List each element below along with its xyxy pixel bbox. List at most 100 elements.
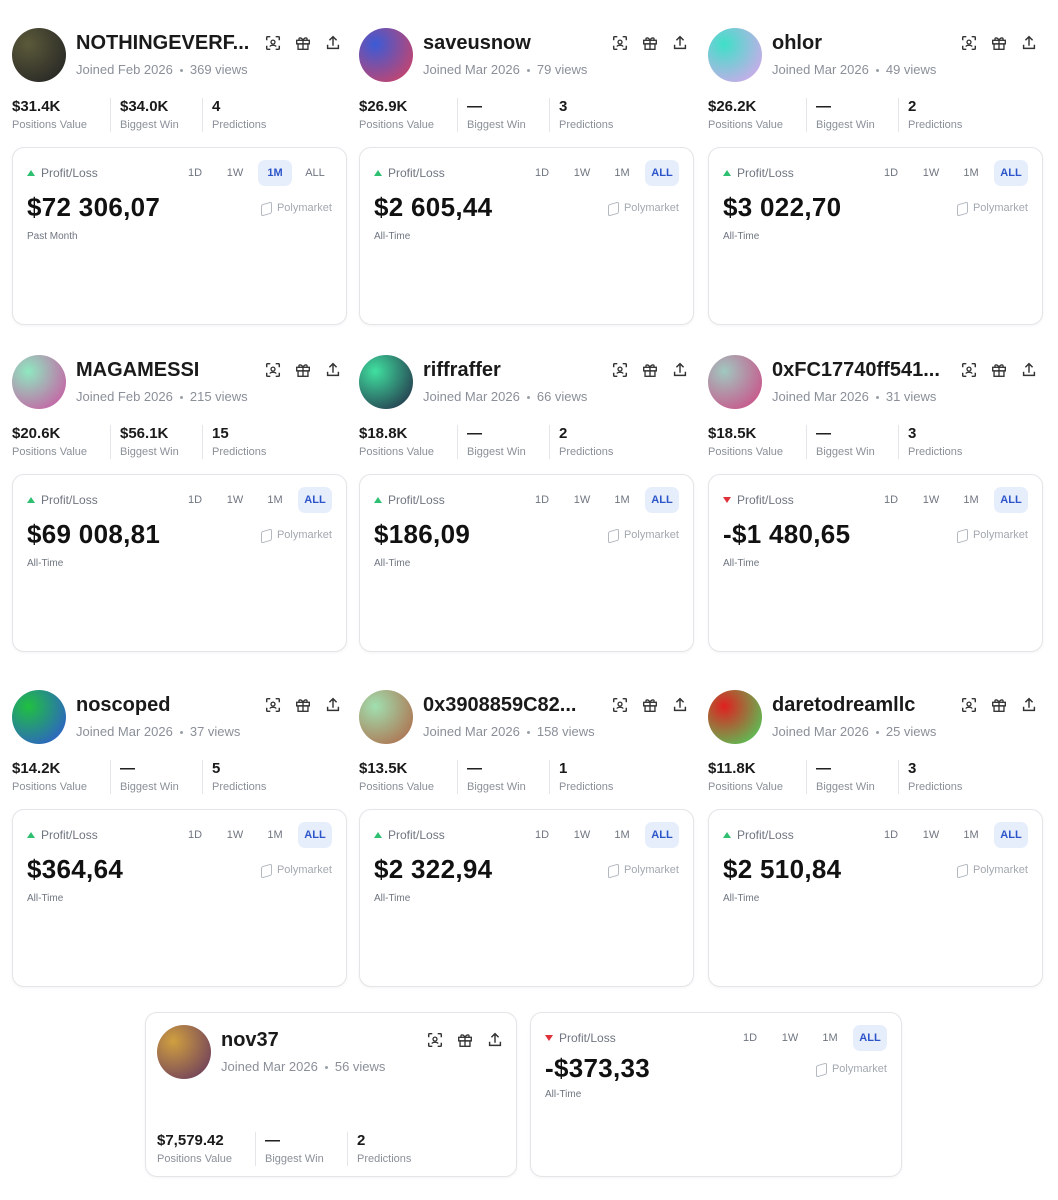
period-tab[interactable]: 1M xyxy=(963,494,979,506)
period-tab[interactable]: 1W xyxy=(573,167,591,179)
gift-button[interactable] xyxy=(990,361,1008,379)
period-tab[interactable]: ALL xyxy=(853,1025,887,1051)
gift-button[interactable] xyxy=(294,361,312,379)
brand-logo xyxy=(815,1062,827,1078)
period-tab[interactable]: 1W xyxy=(922,829,940,841)
stat-value: $14.2K xyxy=(12,760,61,777)
share-button[interactable] xyxy=(324,361,342,379)
scan-button[interactable] xyxy=(264,696,282,714)
period-tab[interactable]: 1M xyxy=(614,167,630,179)
stat-value: $31.4K xyxy=(12,98,61,115)
period-tab[interactable]: 1W xyxy=(226,167,244,179)
period-tab[interactable]: 1M xyxy=(822,1032,838,1044)
scan-button[interactable] xyxy=(264,34,282,52)
period-tab[interactable]: ALL xyxy=(994,487,1028,513)
pnl-amount: -$1 480,65 xyxy=(723,519,851,549)
stat-label: Biggest Win xyxy=(120,119,179,131)
gift-button[interactable] xyxy=(990,696,1008,714)
scan-button[interactable] xyxy=(611,696,629,714)
period-tab[interactable]: 1D xyxy=(534,829,550,841)
share-button[interactable] xyxy=(1020,34,1038,52)
pnl-label: Profit/Loss xyxy=(41,166,98,180)
period-tab[interactable]: 1M xyxy=(614,829,630,841)
gift-button[interactable] xyxy=(641,696,659,714)
stat-label: Biggest Win xyxy=(816,119,875,131)
pnl-period: All-Time xyxy=(374,558,411,569)
gift-button[interactable] xyxy=(456,1031,474,1049)
trend-indicator xyxy=(723,832,731,838)
period-tab[interactable]: ALL xyxy=(645,487,679,513)
period-tab[interactable]: 1D xyxy=(187,167,203,179)
scan-button[interactable] xyxy=(426,1031,444,1049)
stat-divider xyxy=(202,760,203,794)
scan-button[interactable] xyxy=(611,361,629,379)
share-button[interactable] xyxy=(324,696,342,714)
stat-divider xyxy=(806,760,807,794)
period-tab[interactable]: ALL xyxy=(298,487,332,513)
stat-label: Predictions xyxy=(212,781,267,793)
period-tab[interactable]: 1D xyxy=(534,494,550,506)
period-tab[interactable]: 1M xyxy=(258,160,292,186)
profile-name: nov37 xyxy=(221,1029,279,1051)
stat-label: Biggest Win xyxy=(816,446,875,458)
period-tab[interactable]: 1M xyxy=(267,829,283,841)
period-tab[interactable]: 1M xyxy=(267,494,283,506)
period-tab[interactable]: 1D xyxy=(883,167,899,179)
period-tab[interactable]: 1D xyxy=(187,494,203,506)
period-tab[interactable]: ALL xyxy=(645,822,679,848)
period-tab[interactable]: ALL xyxy=(994,822,1028,848)
period-tab[interactable]: 1D xyxy=(534,167,550,179)
period-tab[interactable]: 1D xyxy=(187,829,203,841)
period-tab[interactable]: 1W xyxy=(226,494,244,506)
gift-button[interactable] xyxy=(294,696,312,714)
period-tab[interactable]: 1W xyxy=(922,167,940,179)
period-tab[interactable]: 1D xyxy=(883,494,899,506)
pnl-period: All-Time xyxy=(545,1089,582,1100)
period-tab[interactable]: 1W xyxy=(573,494,591,506)
share-button[interactable] xyxy=(324,34,342,52)
view-count: 49 views xyxy=(885,62,937,77)
view-count: 25 views xyxy=(885,724,937,739)
stat-label: Biggest Win xyxy=(816,781,875,793)
stat-label: Positions Value xyxy=(708,446,784,458)
stat-divider xyxy=(549,760,550,794)
share-button[interactable] xyxy=(1020,696,1038,714)
period-tab[interactable]: 1W xyxy=(573,829,591,841)
view-count: 158 views xyxy=(536,724,595,739)
pnl-label: Profit/Loss xyxy=(559,1031,616,1045)
pnl-period: All-Time xyxy=(723,558,760,569)
scan-button[interactable] xyxy=(611,34,629,52)
period-tab[interactable]: 1M xyxy=(614,494,630,506)
period-tab[interactable]: 1W xyxy=(226,829,244,841)
period-tab[interactable]: ALL xyxy=(994,160,1028,186)
period-tab[interactable]: 1M xyxy=(963,829,979,841)
share-button[interactable] xyxy=(671,34,689,52)
share-button[interactable] xyxy=(486,1031,504,1049)
stat-label: Positions Value xyxy=(359,781,435,793)
stat-label: Biggest Win xyxy=(467,781,526,793)
joined-date: Joined Mar 2026 xyxy=(772,724,869,739)
period-tab[interactable]: 1M xyxy=(963,167,979,179)
period-tab[interactable]: ALL xyxy=(645,160,679,186)
scan-button[interactable] xyxy=(960,34,978,52)
gift-button[interactable] xyxy=(294,34,312,52)
separator-dot xyxy=(526,69,530,72)
scan-button[interactable] xyxy=(960,696,978,714)
period-tab[interactable]: 1W xyxy=(781,1032,799,1044)
scan-button[interactable] xyxy=(264,361,282,379)
period-tab[interactable]: 1D xyxy=(742,1032,758,1044)
stat-value: 2 xyxy=(559,425,568,442)
share-button[interactable] xyxy=(671,361,689,379)
gift-button[interactable] xyxy=(641,361,659,379)
period-tab[interactable]: 1D xyxy=(883,829,899,841)
period-tab[interactable]: ALL xyxy=(298,822,332,848)
share-button[interactable] xyxy=(671,696,689,714)
brand-name: Polymarket xyxy=(831,1063,887,1075)
period-tab[interactable]: ALL xyxy=(305,167,325,179)
scan-button[interactable] xyxy=(960,361,978,379)
period-tab[interactable]: 1W xyxy=(922,494,940,506)
separator-dot xyxy=(875,396,879,399)
gift-button[interactable] xyxy=(990,34,1008,52)
gift-button[interactable] xyxy=(641,34,659,52)
share-button[interactable] xyxy=(1020,361,1038,379)
